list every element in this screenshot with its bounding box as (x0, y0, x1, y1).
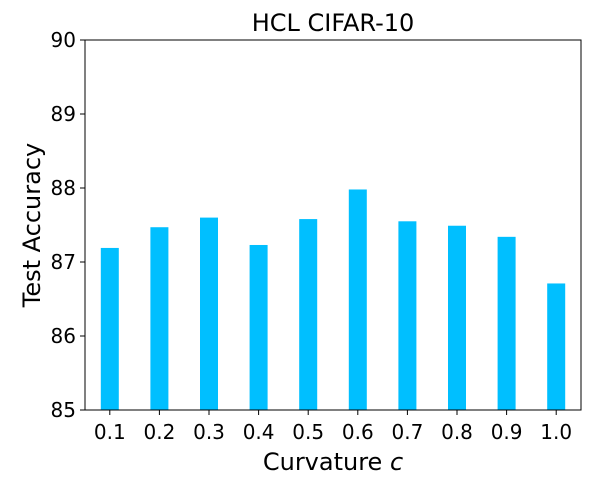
x-axis-ticks: 0.1 0.2 0.3 0.4 0.5 0.6 0.7 0.8 0.9 1.0 (94, 410, 572, 444)
x-tick-label-0.3: 0.3 (193, 420, 225, 444)
x-tick-label-0.4: 0.4 (243, 420, 275, 444)
bar-0.1 (100, 247, 119, 410)
y-axis-ticks: 85 86 87 88 89 90 (51, 28, 85, 422)
bar-0.9 (497, 236, 516, 410)
x-tick-label-0.8: 0.8 (441, 420, 473, 444)
bar-0.7 (398, 221, 417, 410)
bar-1.0 (547, 283, 566, 410)
x-tick-label-0.9: 0.9 (491, 420, 523, 444)
bar-0.8 (448, 225, 466, 410)
x-tick-label-0.5: 0.5 (292, 420, 324, 444)
x-tick-label-0.2: 0.2 (143, 420, 175, 444)
x-axis-label-variable: c (390, 448, 403, 476)
x-tick-label-1.0: 1.0 (540, 420, 572, 444)
y-tick-label-87: 87 (51, 250, 76, 274)
y-tick-label-88: 88 (51, 176, 76, 200)
x-axis-label: Curvature c (263, 448, 403, 476)
bars-layer (100, 189, 566, 410)
y-axis-label: Test Accuracy (18, 143, 46, 308)
bar-0.5 (299, 219, 318, 410)
x-tick-label-0.6: 0.6 (342, 420, 374, 444)
plot-frame (84, 39, 582, 411)
x-tick-label-0.1: 0.1 (94, 420, 126, 444)
bar-0.4 (249, 244, 268, 410)
chart-title: HCL CIFAR-10 (252, 9, 415, 37)
bar-0.6 (348, 189, 367, 410)
x-tick-label-0.7: 0.7 (391, 420, 423, 444)
bar-0.2 (150, 227, 169, 410)
bar-0.3 (200, 217, 218, 410)
y-tick-label-86: 86 (51, 324, 76, 348)
y-tick-label-89: 89 (51, 102, 76, 126)
y-tick-label-90: 90 (51, 28, 76, 52)
x-axis-label-text: Curvature (263, 448, 390, 476)
y-tick-label-85: 85 (51, 398, 76, 422)
